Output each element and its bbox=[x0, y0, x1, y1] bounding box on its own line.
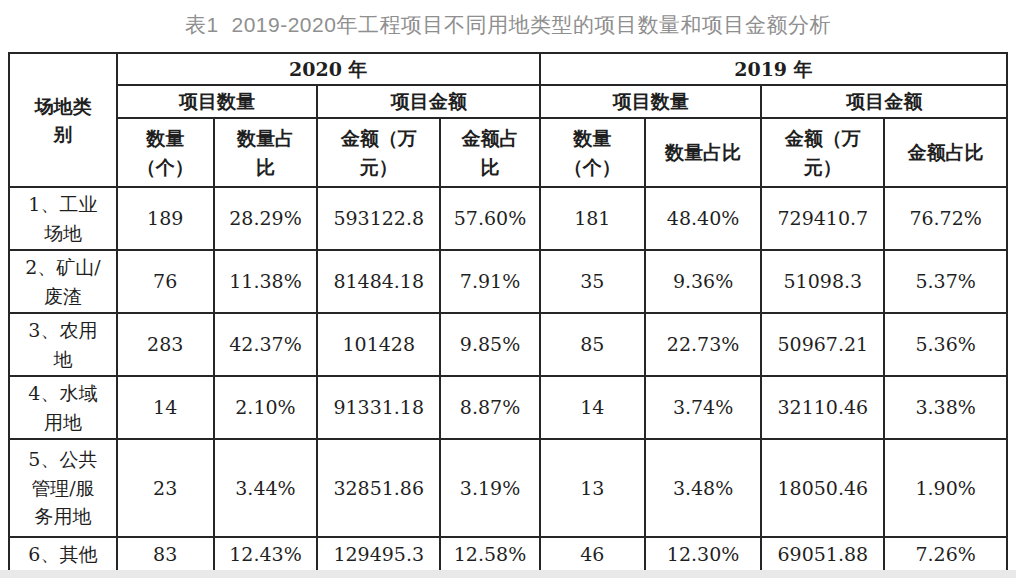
year-2019-header: 2019 年 bbox=[540, 53, 1007, 85]
table-cell: 2.10% bbox=[214, 376, 318, 439]
count-group-header-2020: 项目数量 bbox=[117, 85, 318, 118]
table-cell: 12.43% bbox=[214, 537, 318, 571]
table-cell: 729410.7 bbox=[761, 187, 884, 250]
row-label: 1、工业 场地 bbox=[9, 187, 117, 250]
table-cell: 91331.18 bbox=[317, 376, 440, 439]
table-cell: 9.36% bbox=[645, 250, 762, 313]
table-cell: 23 bbox=[117, 439, 214, 537]
table-row-water-land: 4、水域 用地 14 2.10% 91331.18 8.87% 14 3.74%… bbox=[9, 376, 1007, 439]
header-row-years: 场地类 别 2020 年 2019 年 bbox=[9, 53, 1007, 85]
amount-pct-col-header-2019: 金额占比 bbox=[884, 118, 1007, 187]
bottom-page-edge bbox=[0, 570, 1016, 578]
row-label: 5、公共 管理/服 务用地 bbox=[9, 439, 117, 537]
table-cell: 51098.3 bbox=[761, 250, 884, 313]
table-cell: 50967.21 bbox=[761, 313, 884, 376]
row-label: 4、水域 用地 bbox=[9, 376, 117, 439]
table-cell: 48.40% bbox=[645, 187, 762, 250]
table-cell: 85 bbox=[540, 313, 645, 376]
table-cell: 11.38% bbox=[214, 250, 318, 313]
table-cell: 5.36% bbox=[884, 313, 1007, 376]
table-cell: 7.91% bbox=[440, 250, 540, 313]
table-cell: 22.73% bbox=[645, 313, 762, 376]
table-cell: 32110.46 bbox=[761, 376, 884, 439]
table-cell: 189 bbox=[117, 187, 214, 250]
header-row-subcolumns: 数量 （个） 数量占 比 金额（万 元） 金额占 比 数量 （个） 数量占比 金… bbox=[9, 118, 1007, 187]
table-cell: 129495.3 bbox=[317, 537, 440, 571]
table-cell: 76.72% bbox=[884, 187, 1007, 250]
table-row-mine-waste: 2、矿山/ 废渣 76 11.38% 81484.18 7.91% 35 9.3… bbox=[9, 250, 1007, 313]
header-row-groups: 项目数量 项目金额 项目数量 项目金额 bbox=[9, 85, 1007, 118]
row-label: 6、其他 bbox=[9, 537, 117, 571]
table-cell: 12.58% bbox=[440, 537, 540, 571]
table-cell: 35 bbox=[540, 250, 645, 313]
amount-group-header-2020: 项目金额 bbox=[317, 85, 540, 118]
table-cell: 101428 bbox=[317, 313, 440, 376]
table-cell: 3.44% bbox=[214, 439, 318, 537]
table-cell: 283 bbox=[117, 313, 214, 376]
table-cell: 28.29% bbox=[214, 187, 318, 250]
table-cell: 1.90% bbox=[884, 439, 1007, 537]
table-row-other: 6、其他 83 12.43% 129495.3 12.58% 46 12.30%… bbox=[9, 537, 1007, 571]
row-label: 3、农用 地 bbox=[9, 313, 117, 376]
table-cell: 9.85% bbox=[440, 313, 540, 376]
table-cell: 32851.86 bbox=[317, 439, 440, 537]
amount-group-header-2019: 项目金额 bbox=[761, 85, 1007, 118]
amount-col-header-2019: 金额（万 元） bbox=[761, 118, 884, 187]
table-cell: 5.37% bbox=[884, 250, 1007, 313]
table-cell: 42.37% bbox=[214, 313, 318, 376]
table-cell: 8.87% bbox=[440, 376, 540, 439]
table-cell: 83 bbox=[117, 537, 214, 571]
table-cell: 3.38% bbox=[884, 376, 1007, 439]
table-cell: 46 bbox=[540, 537, 645, 571]
table-row-public-service-land: 5、公共 管理/服 务用地 23 3.44% 32851.86 3.19% 13… bbox=[9, 439, 1007, 537]
table-cell: 14 bbox=[540, 376, 645, 439]
count-pct-col-header-2020: 数量占 比 bbox=[214, 118, 318, 187]
table-cell: 13 bbox=[540, 439, 645, 537]
count-col-header-2019: 数量 （个） bbox=[540, 118, 645, 187]
table-cell: 3.74% bbox=[645, 376, 762, 439]
year-2020-header: 2020 年 bbox=[117, 53, 540, 85]
count-pct-col-header-2019: 数量占比 bbox=[645, 118, 762, 187]
count-col-header-2020: 数量 （个） bbox=[117, 118, 214, 187]
table-cell: 3.19% bbox=[440, 439, 540, 537]
table-row-industrial-land: 1、工业 场地 189 28.29% 593122.8 57.60% 181 4… bbox=[9, 187, 1007, 250]
table-cell: 69051.88 bbox=[761, 537, 884, 571]
amount-pct-col-header-2020: 金额占 比 bbox=[440, 118, 540, 187]
table-cell: 7.26% bbox=[884, 537, 1007, 571]
table-cell: 76 bbox=[117, 250, 214, 313]
table-cell: 18050.46 bbox=[761, 439, 884, 537]
page: 表1 2019-2020年工程项目不同用地类型的项目数量和项目金额分析 场地类 … bbox=[0, 0, 1016, 578]
table-cell: 14 bbox=[117, 376, 214, 439]
table-cell: 81484.18 bbox=[317, 250, 440, 313]
table-cell: 12.30% bbox=[645, 537, 762, 571]
table-cell: 593122.8 bbox=[317, 187, 440, 250]
table-cell: 181 bbox=[540, 187, 645, 250]
count-group-header-2019: 项目数量 bbox=[540, 85, 762, 118]
page-title: 表1 2019-2020年工程项目不同用地类型的项目数量和项目金额分析 bbox=[0, 11, 1016, 39]
row-label: 2、矿山/ 废渣 bbox=[9, 250, 117, 313]
amount-col-header-2020: 金额（万 元） bbox=[317, 118, 440, 187]
table-cell: 57.60% bbox=[440, 187, 540, 250]
table-cell: 3.48% bbox=[645, 439, 762, 537]
corner-header-site-category: 场地类 别 bbox=[9, 53, 117, 187]
data-table: 场地类 别 2020 年 2019 年 项目数量 项目金额 项目数量 项目金额 … bbox=[8, 52, 1008, 572]
table-row-agricultural-land: 3、农用 地 283 42.37% 101428 9.85% 85 22.73%… bbox=[9, 313, 1007, 376]
